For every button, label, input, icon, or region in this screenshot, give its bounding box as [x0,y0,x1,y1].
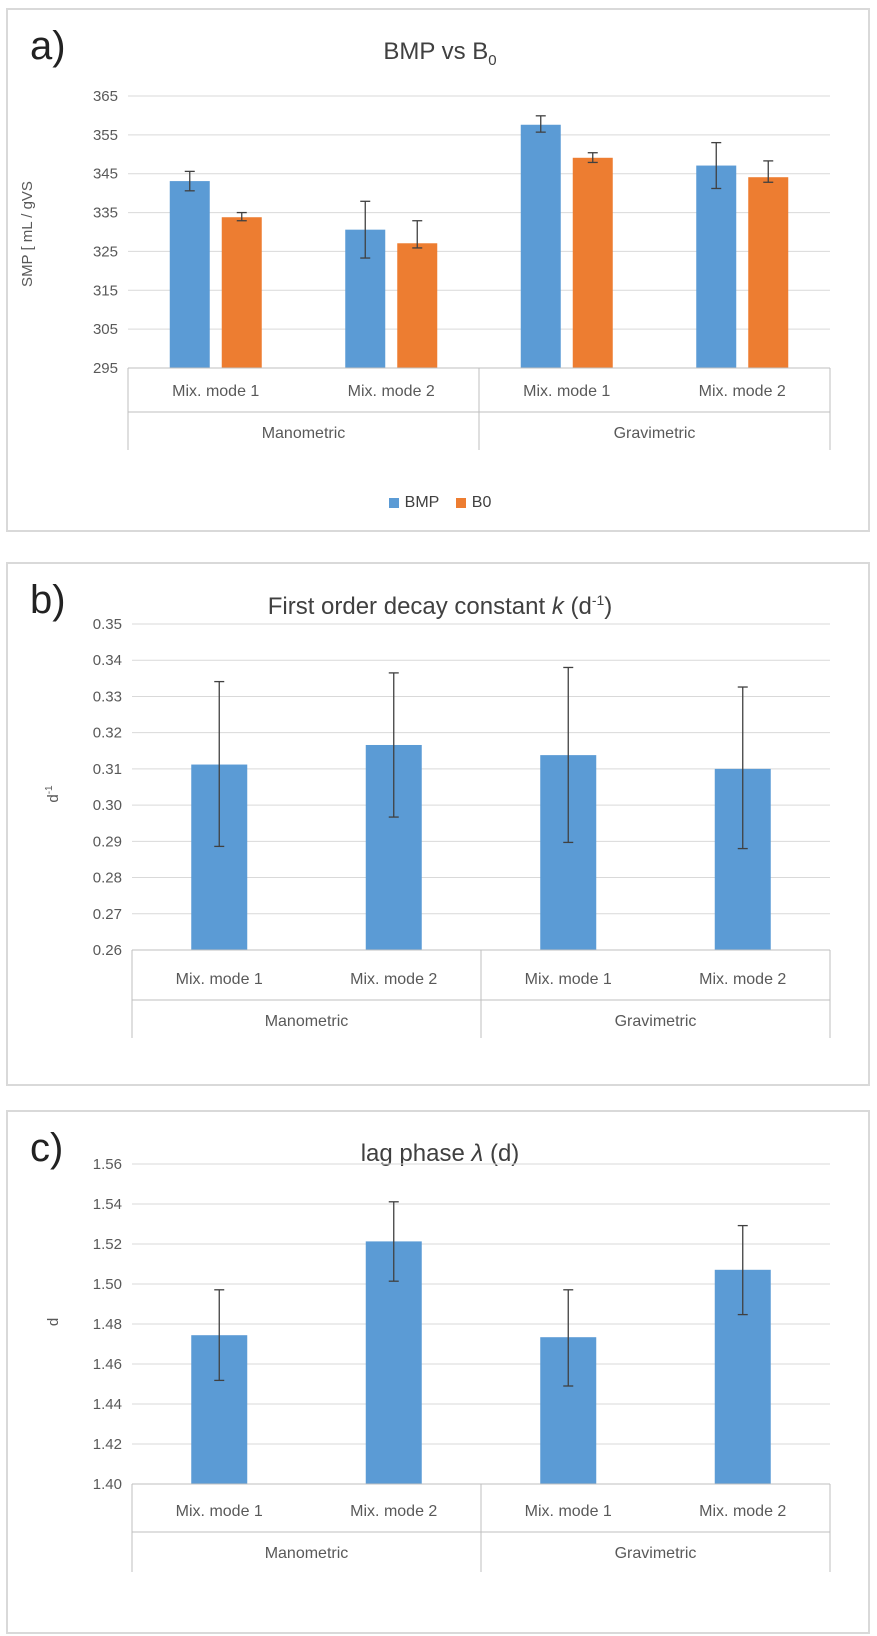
y-tick-label: 345 [93,166,118,183]
bar [520,124,561,368]
legend-label-bmp: BMP [404,494,440,511]
legend-item-b0: B0 [455,494,492,512]
y-tick-label: 365 [93,88,118,105]
y-tick-label: 305 [93,321,118,338]
chart-svg: 0.26 0.27 0.28 0.29 0.30 0.31 0.32 0.33 0.34 0.35… [44,616,831,1038]
chart-title-text: BMP vs B [383,38,489,65]
chart-title-close: ) [604,593,613,620]
legend-item-bmp: BMP [388,494,440,512]
chart-title-variable: λ [471,1140,484,1167]
y-tick-label: 0.34 [93,652,122,669]
x-group-label: Manometric [265,1545,349,1562]
y-axis-label: SMP [ mL / gVS [19,181,36,287]
panel-label: b) [30,578,66,622]
chart-panel-decay-constant: b) First order decay constant k (d-1) 0.… [6,562,870,1086]
y-tick-label: 1.50 [93,1276,122,1293]
x-category-label: Mix. mode 2 [699,971,786,988]
bar [397,243,438,368]
chart-legend: BMP B0 [8,494,872,513]
y-tick-label: 1.52 [93,1236,122,1253]
x-group-label: Gravimetric [615,1013,697,1030]
bar [169,181,210,368]
x-category-label: Mix. mode 1 [523,383,610,400]
chart-title-superscript: -1 [591,592,605,608]
y-tick-label: 335 [93,205,118,222]
y-tick-label: 0.35 [93,616,122,633]
y-tick-label: 315 [93,282,118,299]
y-tick-label: 0.32 [93,725,122,742]
panel-label: a) [30,24,66,68]
y-tick-label: 325 [93,243,118,260]
x-category-label: Mix. mode 1 [172,383,259,400]
chart-panel-lag-phase: c) lag phase λ (d) 1.40 1.42 1.44 1.46 1.48 1… [6,1110,870,1634]
bar [748,177,789,368]
x-group-label: Manometric [265,1013,349,1030]
chart-title-unit: (d) [489,1140,520,1167]
y-tick-label: 0.30 [93,797,122,814]
bar [696,165,737,368]
y-tick-label: 0.33 [93,688,122,705]
y-tick-label: 1.54 [93,1196,122,1213]
y-tick-label: 1.40 [93,1476,122,1493]
panel-label: c) [30,1126,64,1170]
x-category-label: Mix. mode 2 [699,1503,786,1520]
legend-swatch-bmp [388,498,399,508]
chart-svg: 1.40 1.42 1.44 1.46 1.48 1.50 1.52 1.54 1.56 d Mix… [45,1156,831,1572]
chart-svg: 295 305 315 325 335 345 355 365 SMP [ mL / gVS Mi… [19,88,831,450]
y-tick-label: 0.31 [93,761,122,778]
y-tick-label: 0.29 [93,833,122,850]
chart-title-variable: k [551,593,564,620]
y-tick-label: 1.44 [93,1396,122,1413]
legend-swatch-b0 [455,498,466,508]
y-tick-label: 355 [93,127,118,144]
y-tick-label: 1.46 [93,1356,122,1373]
x-category-label: Mix. mode 1 [176,1503,263,1520]
chart-title-subscript: 0 [488,51,497,69]
x-category-label: Mix. mode 2 [350,1503,437,1520]
x-category-label: Mix. mode 1 [525,971,612,988]
x-group-label: Manometric [262,425,346,442]
chart-title-text: First order decay constant [267,593,546,620]
legend-label-b0: B0 [471,494,492,511]
bar [221,217,262,368]
chart-title: lag phase λ (d) [8,1140,872,1168]
y-tick-label: 0.26 [93,942,122,959]
x-group-label: Gravimetric [614,425,696,442]
x-group-label: Gravimetric [615,1545,697,1562]
y-tick-label: 295 [93,360,118,377]
x-category-label: Mix. mode 2 [350,971,437,988]
chart-title: BMP vs B0 [8,38,872,69]
chart-title-text: lag phase [360,1140,465,1167]
chart-title-unit: (d [570,593,592,620]
y-tick-label: 0.27 [93,906,122,923]
y-tick-label: 1.56 [93,1156,122,1173]
chart-panel-bmp-vs-b0: a) BMP vs B0 295 305 315 325 335 345 355 365 SMP… [6,8,870,532]
x-category-label: Mix. mode 1 [176,971,263,988]
y-axis-label: d [45,1318,62,1326]
y-axis-label-superscript: -1 [44,785,55,794]
x-category-label: Mix. mode 2 [348,383,435,400]
bar [572,157,613,368]
y-tick-label: 1.42 [93,1436,122,1453]
chart-title: First order decay constant k (d-1) [8,592,872,621]
x-category-label: Mix. mode 2 [699,383,786,400]
x-category-label: Mix. mode 1 [525,1503,612,1520]
y-tick-label: 1.48 [93,1316,122,1333]
y-tick-label: 0.28 [93,870,122,887]
y-axis-label: d-1 [44,785,62,803]
